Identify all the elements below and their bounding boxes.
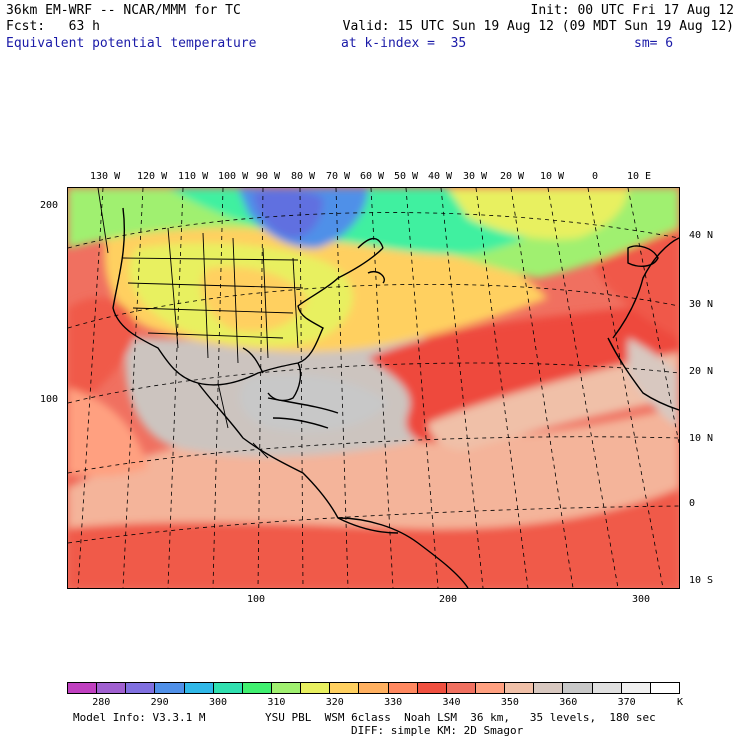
color-scale-label: 350 [500,697,519,708]
forecast-hour: Fcst: 63 h [6,19,100,34]
lon-label: 60 W [360,171,385,182]
color-swatch [68,683,98,693]
color-swatch [446,683,476,693]
color-swatch [184,683,214,693]
grid-x-label: 200 [439,594,458,605]
political-borders [97,188,304,459]
lon-label: 0 [592,171,599,182]
color-swatch [592,683,622,693]
color-swatch [534,683,564,693]
smoothing-info: sm= 6 [634,36,674,51]
graticule [68,188,679,588]
color-swatch [126,683,156,693]
field-shading [68,188,679,588]
color-scale-label: 340 [442,697,461,708]
color-scale-bar [67,682,680,694]
grid-y-label: 100 [40,394,59,405]
lon-label: 90 W [256,171,281,182]
color-scale-label: 300 [208,697,227,708]
init-time: Init: 00 UTC Fri 17 Aug 12 [530,3,735,18]
model-info: Model Info: V3.3.1 M [73,711,206,724]
lon-label: 100 W [218,171,249,182]
color-scale-label: 290 [150,697,169,708]
color-scale-label: 360 [559,697,578,708]
color-scale-label: 330 [384,697,403,708]
lon-label: 80 W [291,171,316,182]
lon-label: 70 W [326,171,351,182]
physics-info-line1: YSU PBL WSM 6class Noah LSM 36 km, 35 le… [265,711,656,724]
lat-label: 30 N [689,299,714,310]
color-swatch [330,683,360,693]
model-title: 36km EM-WRF -- NCAR/MMM for TC [6,3,241,18]
color-swatch [650,683,679,693]
color-swatch [301,683,331,693]
color-swatch [563,683,593,693]
lon-label: 110 W [178,171,209,182]
color-scale-label: 320 [325,697,344,708]
color-swatch [417,683,447,693]
lat-label: 0 [689,498,696,509]
map-canvas [68,188,679,588]
lon-label: 130 W [90,171,121,182]
color-swatch [213,683,243,693]
color-swatch [271,683,302,693]
color-swatch [359,683,389,693]
coastlines [112,207,679,588]
lon-label: 20 W [500,171,525,182]
level-info: at k-index = 35 [341,36,467,51]
lon-label: 30 W [463,171,488,182]
color-swatch [97,683,127,693]
lat-label: 10 N [689,433,714,444]
lon-label: 40 W [428,171,453,182]
color-swatch [621,683,651,693]
lat-label: 20 N [689,366,714,377]
lon-label: 10 W [540,171,565,182]
color-swatch [388,683,418,693]
color-swatch [242,683,272,693]
grid-x-label: 100 [247,594,266,605]
grid-y-label: 200 [40,200,59,211]
color-swatch [475,683,506,693]
color-swatch [505,683,535,693]
grid-x-label: 300 [632,594,651,605]
lon-label: 50 W [394,171,419,182]
lon-label: 120 W [137,171,168,182]
valid-time: Valid: 15 UTC Sun 19 Aug 12 (09 MDT Sun … [342,19,734,34]
color-scale-label: 370 [617,697,636,708]
color-swatch [155,683,185,693]
color-scale-label: 310 [267,697,286,708]
theta-e-map [67,187,680,589]
lat-label: 10 S [689,575,714,586]
color-scale-unit: K [677,697,684,708]
physics-info-line2: DIFF: simple KM: 2D Smagor [351,724,524,737]
field-name: Equivalent potential temperature [6,36,257,51]
lon-label: 10 E [627,171,652,182]
lat-label: 40 N [689,230,714,241]
color-scale-label: 280 [92,697,111,708]
